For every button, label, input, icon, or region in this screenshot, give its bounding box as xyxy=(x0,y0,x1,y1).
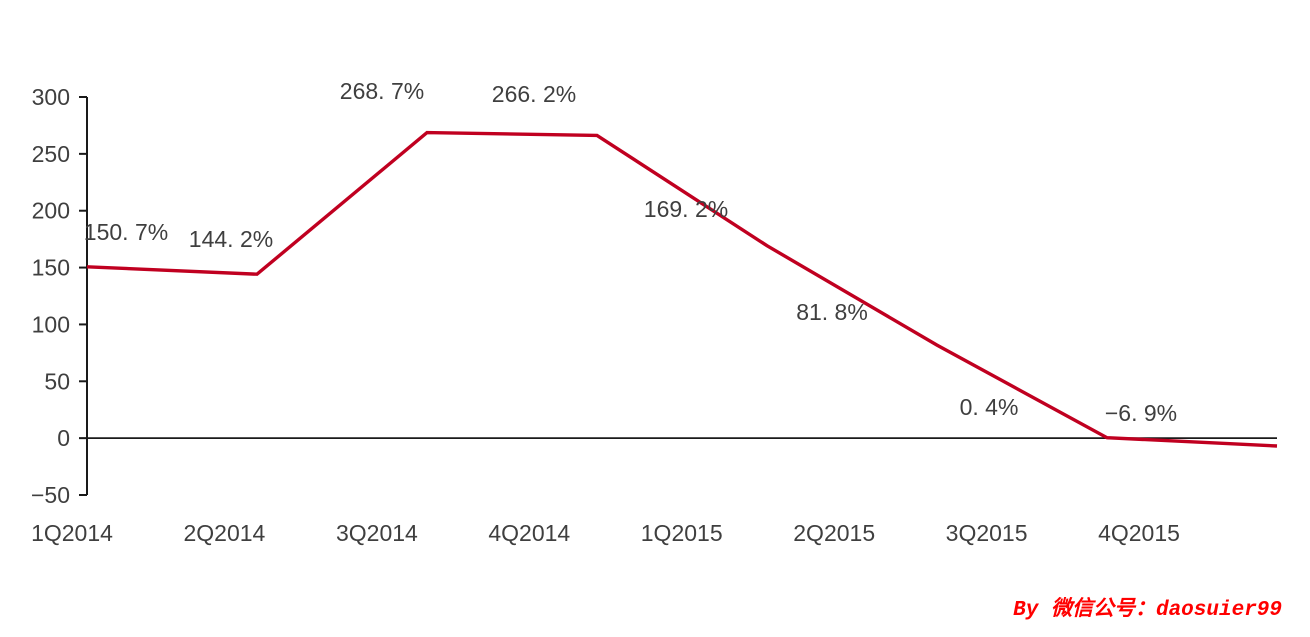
data-label: −6. 9% xyxy=(1105,400,1177,426)
y-tick-label: 250 xyxy=(32,141,70,167)
data-label: 0. 4% xyxy=(960,394,1019,420)
x-category-label: 3Q2014 xyxy=(336,520,418,546)
y-tick-label: 50 xyxy=(44,368,70,394)
data-label: 268. 7% xyxy=(340,78,424,104)
data-label: 81. 8% xyxy=(796,299,868,325)
watermark: By 微信公号：daosuier99 xyxy=(1013,599,1282,622)
data-label: 169. 2% xyxy=(644,196,728,222)
series-line-group xyxy=(86,130,1278,448)
x-category-label: 1Q2015 xyxy=(641,520,723,546)
data-label: 266. 2% xyxy=(492,81,576,107)
y-axis: 300 250 200 150 100 50 0 −50 xyxy=(31,84,88,508)
y-tick-label: 0 xyxy=(57,425,70,451)
series-line xyxy=(86,130,1278,448)
x-category-label: 4Q2015 xyxy=(1098,520,1180,546)
x-category-label: 2Q2014 xyxy=(183,520,265,546)
y-tick-label: −50 xyxy=(31,482,70,508)
y-tick-label: 200 xyxy=(32,198,70,224)
x-category-label: 1Q2014 xyxy=(31,520,113,546)
x-category-label: 2Q2015 xyxy=(793,520,875,546)
y-tick-label: 150 xyxy=(32,255,70,281)
data-label: 150. 7% xyxy=(84,219,168,245)
x-axis-labels: 1Q2014 2Q2014 3Q2014 4Q2014 1Q2015 2Q2015 3Q20… xyxy=(31,520,1180,546)
x-category-label: 3Q2015 xyxy=(946,520,1028,546)
y-tick-label: 300 xyxy=(32,84,70,110)
x-category-label: 4Q2014 xyxy=(488,520,570,546)
y-tick-label: 100 xyxy=(32,311,70,337)
data-label: 144. 2% xyxy=(189,226,273,252)
data-labels: 150. 7% 144. 2% 268. 7% 266. 2% 169. 2% 81. 8… xyxy=(84,78,1177,426)
